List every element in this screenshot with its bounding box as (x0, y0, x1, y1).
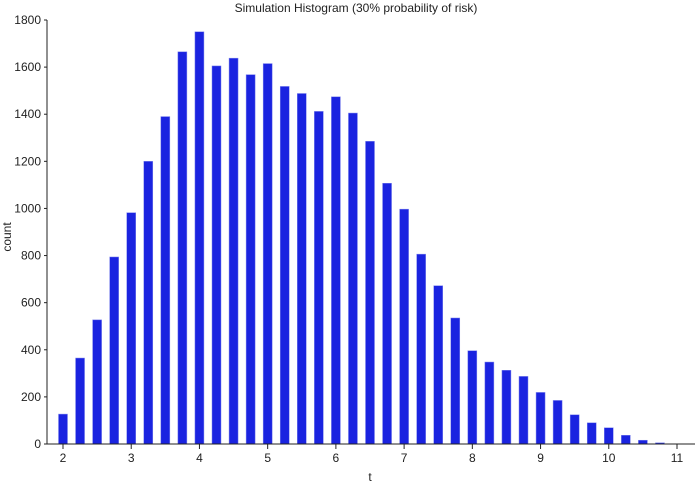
y-tick-label: 1600 (14, 60, 41, 74)
histogram-bar (417, 254, 426, 444)
bars-group (59, 32, 682, 444)
y-tick-label: 1200 (14, 154, 41, 168)
histogram-bar (400, 209, 409, 444)
histogram-bar (195, 32, 204, 444)
histogram-bar (434, 286, 443, 444)
histogram-bar (297, 93, 306, 444)
x-tick-label: 11 (671, 451, 684, 465)
x-tick-label: 6 (333, 451, 340, 465)
histogram-bar (587, 423, 596, 444)
chart-title: Simulation Histogram (30% probability of… (235, 1, 478, 15)
histogram-bar (502, 370, 511, 444)
histogram-bar (536, 392, 545, 444)
x-ticks: 2 3 4 5 6 7 8 9 10 11 (60, 444, 684, 465)
histogram-bar (246, 75, 255, 444)
x-tick-label: 4 (196, 451, 203, 465)
histogram-bar (519, 376, 528, 444)
x-tick-label: 5 (264, 451, 271, 465)
y-axis-label: count (0, 222, 14, 252)
y-tick-label: 400 (21, 343, 41, 357)
y-tick-label: 600 (21, 296, 41, 310)
x-tick-label: 2 (60, 451, 67, 465)
x-tick-label: 10 (602, 451, 616, 465)
histogram-bar (263, 64, 272, 444)
histogram-bar (127, 213, 136, 444)
histogram-bar (638, 440, 647, 444)
y-tick-label: 1400 (14, 107, 41, 121)
histogram-bar (229, 58, 238, 444)
histogram-bar (485, 362, 494, 444)
histogram-bar (331, 97, 340, 444)
histogram-bar (553, 400, 562, 444)
histogram-bar (161, 117, 170, 444)
x-tick-label: 8 (469, 451, 476, 465)
histogram-bar (383, 183, 392, 444)
x-tick-label: 9 (537, 451, 544, 465)
histogram-bar (468, 351, 477, 444)
x-axis-label: t (368, 470, 372, 484)
histogram-bar (76, 358, 85, 444)
y-tick-label: 200 (21, 390, 41, 404)
y-tick-label: 0 (34, 437, 41, 451)
histogram-bar (280, 86, 289, 444)
histogram-bar (110, 257, 119, 444)
histogram-bar (144, 161, 153, 444)
histogram-bar (59, 414, 68, 444)
histogram-bar (314, 111, 323, 444)
x-tick-label: 3 (128, 451, 135, 465)
histogram-bar (604, 428, 613, 444)
histogram-bar (212, 66, 221, 444)
histogram-bar (570, 415, 579, 444)
histogram-bar (621, 435, 630, 444)
y-tick-label: 1800 (14, 13, 41, 27)
histogram-bar (93, 320, 102, 444)
histogram-bar (451, 318, 460, 444)
y-tick-label: 800 (21, 249, 41, 263)
y-ticks: 0 200 400 600 800 1000 1200 1400 1600 1800 (14, 13, 47, 451)
histogram-bar (348, 113, 357, 444)
histogram-bar (366, 141, 375, 444)
histogram-bar (178, 52, 187, 444)
x-tick-label: 7 (401, 451, 408, 465)
y-tick-label: 1000 (14, 201, 41, 215)
